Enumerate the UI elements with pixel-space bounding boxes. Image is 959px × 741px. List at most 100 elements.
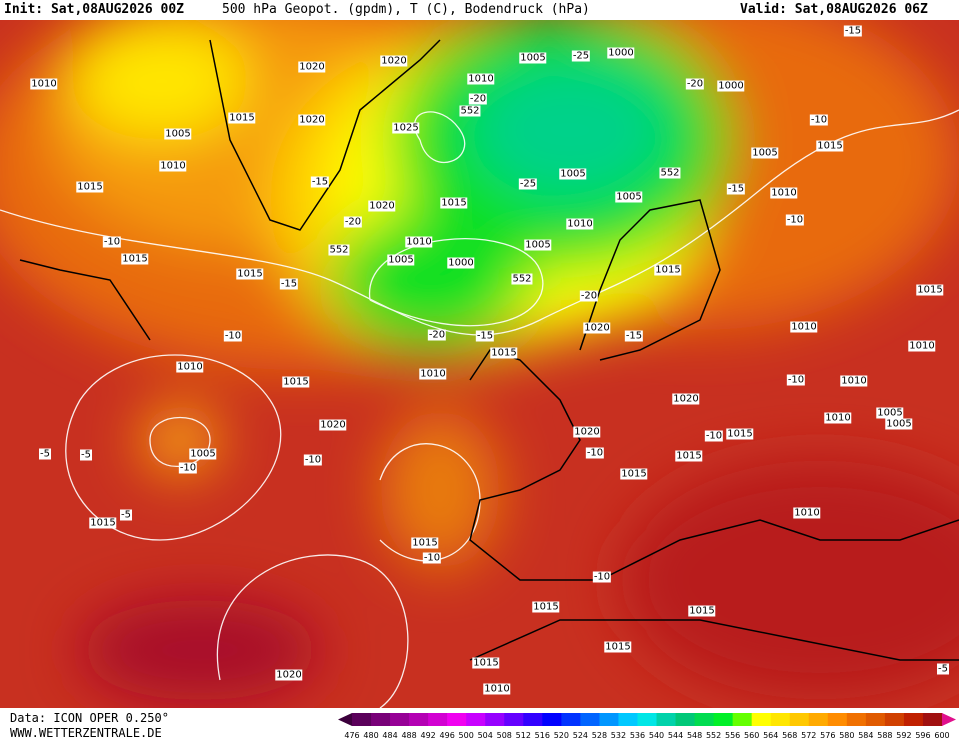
color-swatch <box>561 713 581 726</box>
isoline-label: 1015 <box>121 253 149 265</box>
isoline-label: 1010 <box>405 236 433 248</box>
color-swatch <box>485 713 505 726</box>
color-swatch <box>656 713 677 726</box>
colorbar-label: 580 <box>839 731 854 740</box>
color-swatch <box>599 713 619 726</box>
isoline-label: 1015 <box>440 197 468 209</box>
isoline-label: -5 <box>39 448 51 460</box>
geopotential-field <box>0 20 959 708</box>
isoline-label: 1010 <box>30 78 58 90</box>
isoline-label: -20 <box>427 329 447 341</box>
isoline-label: -15 <box>279 278 299 290</box>
isoline-label: -20 <box>343 216 363 228</box>
isoline-label: 1020 <box>573 426 601 438</box>
valid-time: Valid: Sat,08AUG2026 06Z <box>740 2 928 17</box>
colorbar-label: 492 <box>420 731 435 740</box>
isoline-label: -5 <box>80 449 92 461</box>
isoline-label: 1020 <box>672 393 700 405</box>
color-swatch <box>428 713 448 726</box>
isoline-label: 1020 <box>275 669 303 681</box>
isoline-label: -10 <box>809 114 829 126</box>
isoline-label: 1015 <box>604 641 632 653</box>
color-swatch <box>903 713 924 726</box>
color-swatch <box>846 713 867 726</box>
init-time: Init: Sat,08AUG2026 00Z <box>4 2 185 17</box>
isoline-label: -10 <box>303 454 323 466</box>
colorbar-label: 560 <box>744 731 759 740</box>
colorbar-arrow <box>942 713 956 726</box>
colorbar-label: 596 <box>915 731 930 740</box>
color-swatch <box>466 713 486 726</box>
isoline-label: 1005 <box>751 147 779 159</box>
color-swatch <box>409 713 429 726</box>
isoline-label: 1000 <box>717 80 745 92</box>
isoline-label: 552 <box>328 244 350 256</box>
header: Init: Sat,08AUG2026 00Z 500 hPa Geopot. … <box>0 0 959 20</box>
colorbar-label: 476 <box>344 731 359 740</box>
isoline-label: 1010 <box>824 412 852 424</box>
isoline-label: 1010 <box>793 507 821 519</box>
colorbar-label: 496 <box>440 731 455 740</box>
weather-map <box>0 20 959 708</box>
colorbar-label: 500 <box>459 731 474 740</box>
isoline-label: -15 <box>624 330 644 342</box>
color-swatch <box>789 713 810 726</box>
isoline-label: 552 <box>659 167 681 179</box>
isoline-label: 1005 <box>387 254 415 266</box>
isoline-label: 1015 <box>490 347 518 359</box>
isoline-label: 1005 <box>885 418 913 430</box>
colorbar-label: 484 <box>382 731 397 740</box>
isoline-label: -5 <box>937 663 949 675</box>
colorbar-label: 540 <box>649 731 664 740</box>
isoline-label: -10 <box>102 236 122 248</box>
isoline-label: 1010 <box>467 73 495 85</box>
colorbar-label: 516 <box>535 731 550 740</box>
isoline-label: -20 <box>468 93 488 105</box>
color-swatch <box>732 713 753 726</box>
color-swatch <box>808 713 829 726</box>
isoline-label: 1005 <box>519 52 547 64</box>
isoline-label: 1010 <box>483 683 511 695</box>
isoline-label: 1005 <box>559 168 587 180</box>
isoline-label: 552 <box>511 273 533 285</box>
color-swatch <box>523 713 543 726</box>
isoline-label: 1010 <box>840 375 868 387</box>
isoline-label: 1000 <box>607 47 635 59</box>
colorbar-label: 600 <box>934 731 949 740</box>
colorbar-label: 564 <box>763 731 778 740</box>
isoline-label: 1020 <box>380 55 408 67</box>
colorbar-label: 508 <box>497 731 512 740</box>
isoline-label: -10 <box>592 571 612 583</box>
color-swatch <box>751 713 772 726</box>
isoline-label: 1015 <box>675 450 703 462</box>
colorbar-label: 528 <box>592 731 607 740</box>
isoline-label: 1015 <box>76 181 104 193</box>
data-source: Data: ICON OPER 0.250° <box>10 711 169 725</box>
isoline-label: 552 <box>459 105 481 117</box>
color-swatch <box>922 713 943 726</box>
isoline-label: 1005 <box>189 448 217 460</box>
isoline-label: 1015 <box>620 468 648 480</box>
colorbar-label: 488 <box>401 731 416 740</box>
color-swatch <box>694 713 715 726</box>
isoline-label: -10 <box>704 430 724 442</box>
isoline-label: 1005 <box>164 128 192 140</box>
color-swatch <box>637 713 658 726</box>
isoline-label: -25 <box>571 50 591 62</box>
isoline-label: 1015 <box>228 112 256 124</box>
isoline-label: 1020 <box>298 114 326 126</box>
color-swatch <box>390 713 410 726</box>
isoline-label: -10 <box>223 330 243 342</box>
isoline-label: -5 <box>120 509 132 521</box>
color-swatch <box>447 713 467 726</box>
colorbar-label: 480 <box>363 731 378 740</box>
colorbar-label: 512 <box>516 731 531 740</box>
isoline-label: 1010 <box>790 321 818 333</box>
isoline-label: -10 <box>786 374 806 386</box>
isoline-label: 1015 <box>236 268 264 280</box>
colorbar-label: 556 <box>725 731 740 740</box>
colorbar-label: 576 <box>820 731 835 740</box>
isoline-label: 1015 <box>726 428 754 440</box>
isoline-label: 1025 <box>392 122 420 134</box>
